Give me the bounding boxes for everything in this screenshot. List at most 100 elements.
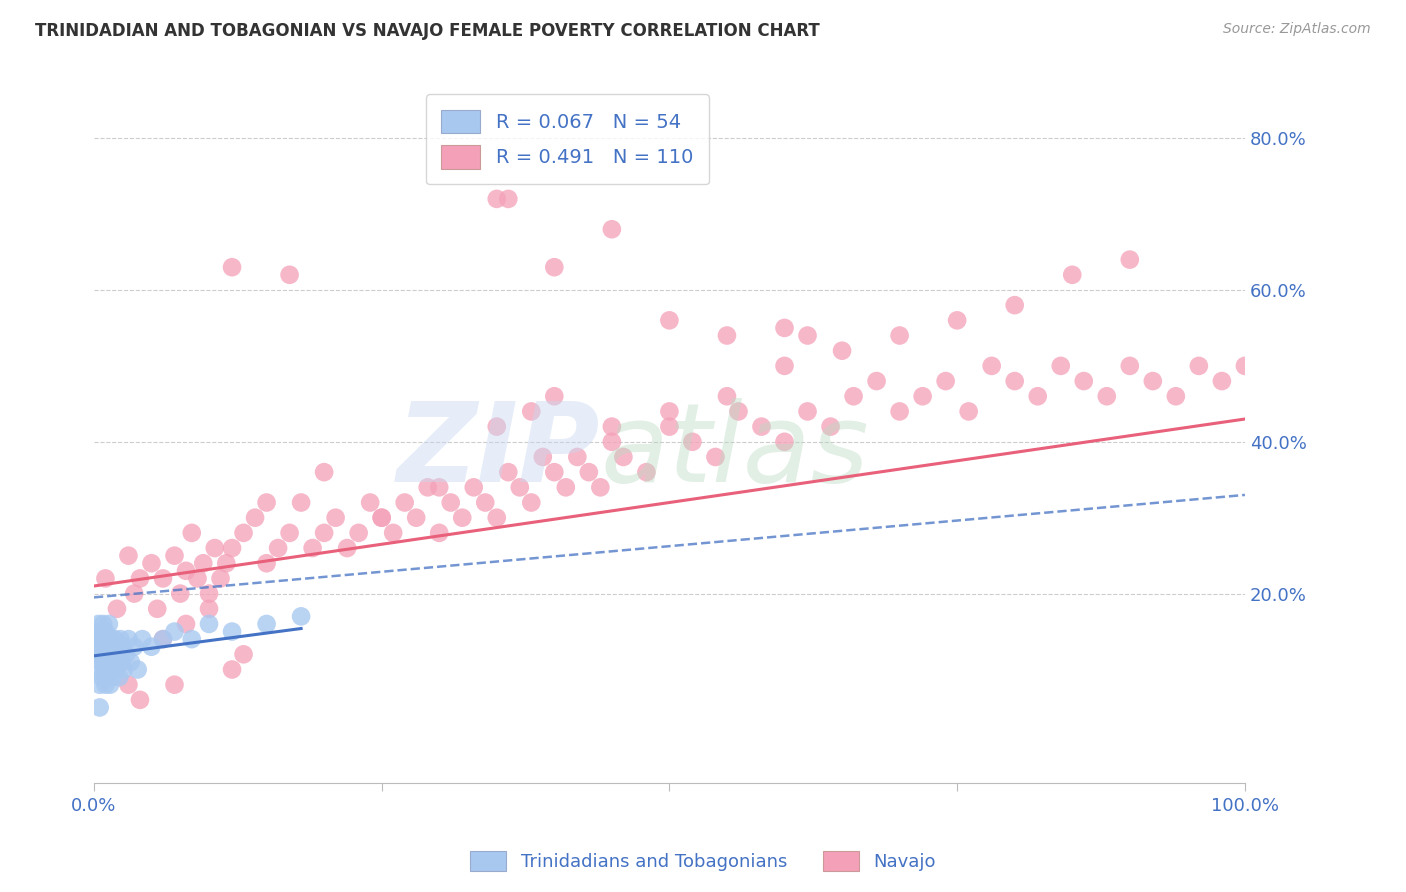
Point [232,525,254,540]
Point [370,510,392,524]
Point [91,648,114,662]
Point [110,632,132,647]
Point [911,389,934,403]
Point [1164,389,1187,403]
Point [600,434,623,449]
Point [1095,389,1118,403]
Point [382,525,405,540]
Point [93,640,115,654]
Point [141,640,163,654]
Point [104,632,127,647]
Point [198,617,221,632]
Point [129,693,152,707]
Point [485,419,508,434]
Point [946,313,969,327]
Point [101,648,124,662]
Point [90,624,112,639]
Point [773,359,796,373]
Point [152,632,174,647]
Point [1188,359,1211,373]
Point [97,617,120,632]
Point [325,510,347,524]
Point [578,465,600,479]
Point [243,510,266,524]
Point [773,434,796,449]
Point [221,624,243,639]
Point [1004,298,1026,312]
Text: atlas: atlas [600,398,869,505]
Point [174,617,197,632]
Point [169,586,191,600]
Point [89,640,111,654]
Point [831,343,853,358]
Point [215,556,238,570]
Point [101,670,124,684]
Point [600,419,623,434]
Point [796,404,818,418]
Point [94,678,117,692]
Point [336,541,359,555]
Point [681,434,703,449]
Point [727,404,749,418]
Point [127,663,149,677]
Point [451,510,474,524]
Point [105,601,128,615]
Point [394,495,416,509]
Point [256,495,278,509]
Point [163,624,186,639]
Point [658,313,681,327]
Point [84,632,107,647]
Legend: R = 0.067   N = 54, R = 0.491   N = 110: R = 0.067 N = 54, R = 0.491 N = 110 [426,95,709,185]
Point [1073,374,1095,388]
Point [751,419,773,434]
Point [112,663,135,677]
Point [463,480,485,494]
Point [97,640,120,654]
Point [359,495,381,509]
Point [146,601,169,615]
Point [117,678,139,692]
Point [94,655,117,669]
Point [198,586,221,600]
Point [256,556,278,570]
Point [193,556,215,570]
Point [636,465,658,479]
Point [278,268,301,282]
Text: ZIP: ZIP [396,398,600,505]
Point [658,404,681,418]
Point [1211,374,1233,388]
Point [117,549,139,563]
Point [91,617,114,632]
Point [935,374,957,388]
Point [290,495,312,509]
Point [256,617,278,632]
Point [1119,359,1142,373]
Point [204,541,226,555]
Point [94,571,117,585]
Point [716,328,738,343]
Point [889,404,911,418]
Point [427,525,450,540]
Text: Source: ZipAtlas.com: Source: ZipAtlas.com [1223,22,1371,37]
Point [520,495,543,509]
Point [152,571,174,585]
Point [278,525,301,540]
Point [97,655,120,669]
Point [107,648,129,662]
Point [232,648,254,662]
Point [103,655,125,669]
Point [347,525,370,540]
Point [716,389,738,403]
Point [589,480,612,494]
Point [89,678,111,692]
Point [180,632,202,647]
Point [314,525,336,540]
Point [543,389,565,403]
Point [842,389,865,403]
Point [108,670,131,684]
Point [1062,268,1084,282]
Point [174,564,197,578]
Point [91,632,114,647]
Point [314,465,336,479]
Point [163,678,186,692]
